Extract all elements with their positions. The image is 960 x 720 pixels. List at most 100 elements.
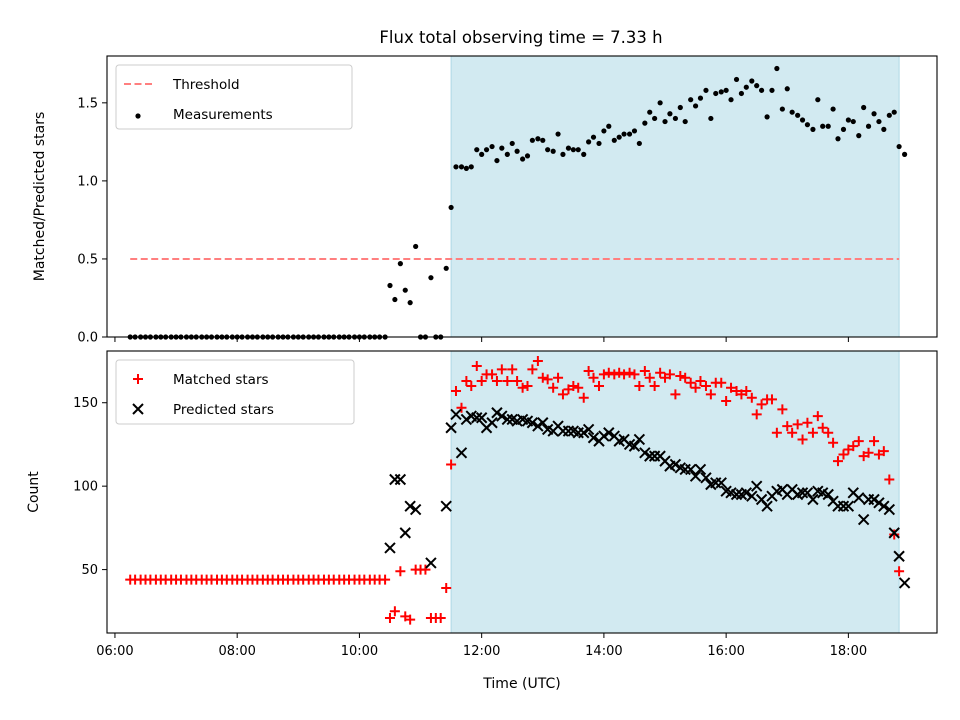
matched-stars-point	[614, 367, 625, 378]
measurement-point	[728, 97, 734, 103]
predicted-stars-point	[460, 413, 473, 426]
measurement-point	[738, 90, 745, 97]
figure-title: Flux total observing time = 7.33 h	[379, 28, 662, 47]
measurement-point	[789, 109, 795, 115]
y-tick-label: 1.0	[77, 174, 98, 189]
measurement-point	[479, 151, 485, 157]
matched-stars-point	[588, 372, 599, 383]
measurement-point	[560, 151, 566, 157]
predicted-stars-point	[853, 492, 865, 504]
measurement-point	[575, 147, 581, 153]
matched-stars-point	[389, 606, 400, 617]
measurement-point	[509, 140, 515, 147]
measurement-point	[733, 76, 740, 83]
x-tick-label: 16:00	[707, 644, 744, 659]
matched-stars-point	[517, 382, 528, 393]
predicted-stars-point	[689, 470, 702, 482]
matched-stars-point	[685, 377, 696, 388]
predicted-stars-point	[578, 427, 590, 439]
matched-stars-point	[384, 612, 395, 623]
measurement-point	[856, 133, 862, 139]
matched-stars-point	[655, 367, 666, 378]
legend-label: Measurements	[173, 107, 273, 123]
measurement-point	[861, 104, 867, 111]
measurement-point	[850, 118, 856, 125]
measurement-point	[590, 134, 597, 140]
measurement-point	[555, 131, 561, 137]
measurement-point	[795, 112, 801, 118]
observing-window-shade	[450, 55, 900, 338]
legend-predicted-swatch	[132, 403, 144, 415]
matched-stars-point	[807, 427, 818, 438]
matched-stars-point	[522, 381, 533, 392]
matched-stars-point	[487, 369, 498, 380]
predicted-stars-point	[389, 473, 401, 486]
measurement-point	[570, 147, 576, 153]
matched-stars-point	[568, 381, 579, 392]
y-axis-label: Count	[26, 471, 42, 513]
predicted-stars-point	[715, 477, 727, 489]
measurement-point	[458, 164, 465, 170]
measurement-point	[764, 114, 770, 120]
measurement-point	[657, 100, 663, 106]
x-tick-label: 10:00	[341, 644, 378, 659]
y-axis-label: Matched/Predicted stars	[32, 112, 48, 282]
predicted-stars-point	[893, 550, 905, 562]
predicted-stars-point	[562, 425, 575, 437]
predicted-stars-point	[868, 493, 880, 506]
measurement-point	[494, 157, 500, 164]
measurement-point	[453, 164, 459, 170]
measurement-point	[397, 261, 403, 267]
axes-frame	[106, 350, 938, 634]
matched-stars-point	[889, 529, 900, 540]
predicted-stars-point	[669, 458, 682, 471]
matched-stars-point	[878, 446, 889, 457]
matched-stars-point	[792, 419, 803, 430]
matched-stars-point	[894, 566, 905, 577]
predicted-stars-point	[582, 423, 595, 436]
measurement-point	[896, 143, 902, 150]
measurement-point	[799, 117, 806, 123]
predicted-stars-point	[526, 417, 539, 429]
matched-stars-point	[532, 356, 543, 367]
matched-stars-point	[476, 376, 487, 387]
measurement-point	[662, 118, 668, 125]
measurement-point	[830, 106, 836, 112]
measurement-point	[891, 109, 897, 115]
predicted-stars-point	[587, 432, 600, 444]
predicted-stars-point	[450, 408, 462, 421]
predicted-stars-point	[496, 410, 508, 422]
measurement-point	[647, 109, 653, 115]
measurement-point	[520, 156, 526, 162]
matched-stars-point	[777, 404, 788, 415]
measurement-point	[402, 287, 408, 293]
matched-stars-point	[675, 371, 686, 382]
measurement-point	[672, 115, 679, 122]
measurement-point	[718, 89, 724, 95]
legend-label: Threshold	[172, 77, 240, 93]
measurement-point	[820, 123, 826, 129]
predicted-stars-point	[598, 430, 610, 442]
measurement-point	[865, 123, 872, 129]
matched-stars-point	[817, 422, 828, 433]
measurement-point	[784, 86, 790, 92]
measurement-point	[631, 128, 638, 134]
predicted-stars-point	[537, 417, 549, 429]
predicted-stars-point	[639, 447, 651, 459]
predicted-stars-point	[409, 503, 422, 516]
matched-stars-point	[771, 427, 782, 438]
measurement-point	[682, 118, 688, 125]
matched-stars-point	[420, 564, 431, 575]
matched-stars-point	[848, 441, 859, 452]
legend-box	[115, 359, 355, 425]
matched-stars-point	[832, 456, 843, 467]
matched-stars-point	[766, 394, 777, 405]
measurement-point	[616, 134, 622, 140]
measurement-point	[667, 111, 673, 117]
matched-stars-point	[700, 381, 711, 392]
measurement-point	[601, 128, 607, 134]
matched-stars-point	[548, 382, 559, 393]
matched-stars-point	[695, 376, 706, 387]
predicted-stars-point	[837, 500, 850, 512]
predicted-stars-point	[883, 503, 896, 516]
